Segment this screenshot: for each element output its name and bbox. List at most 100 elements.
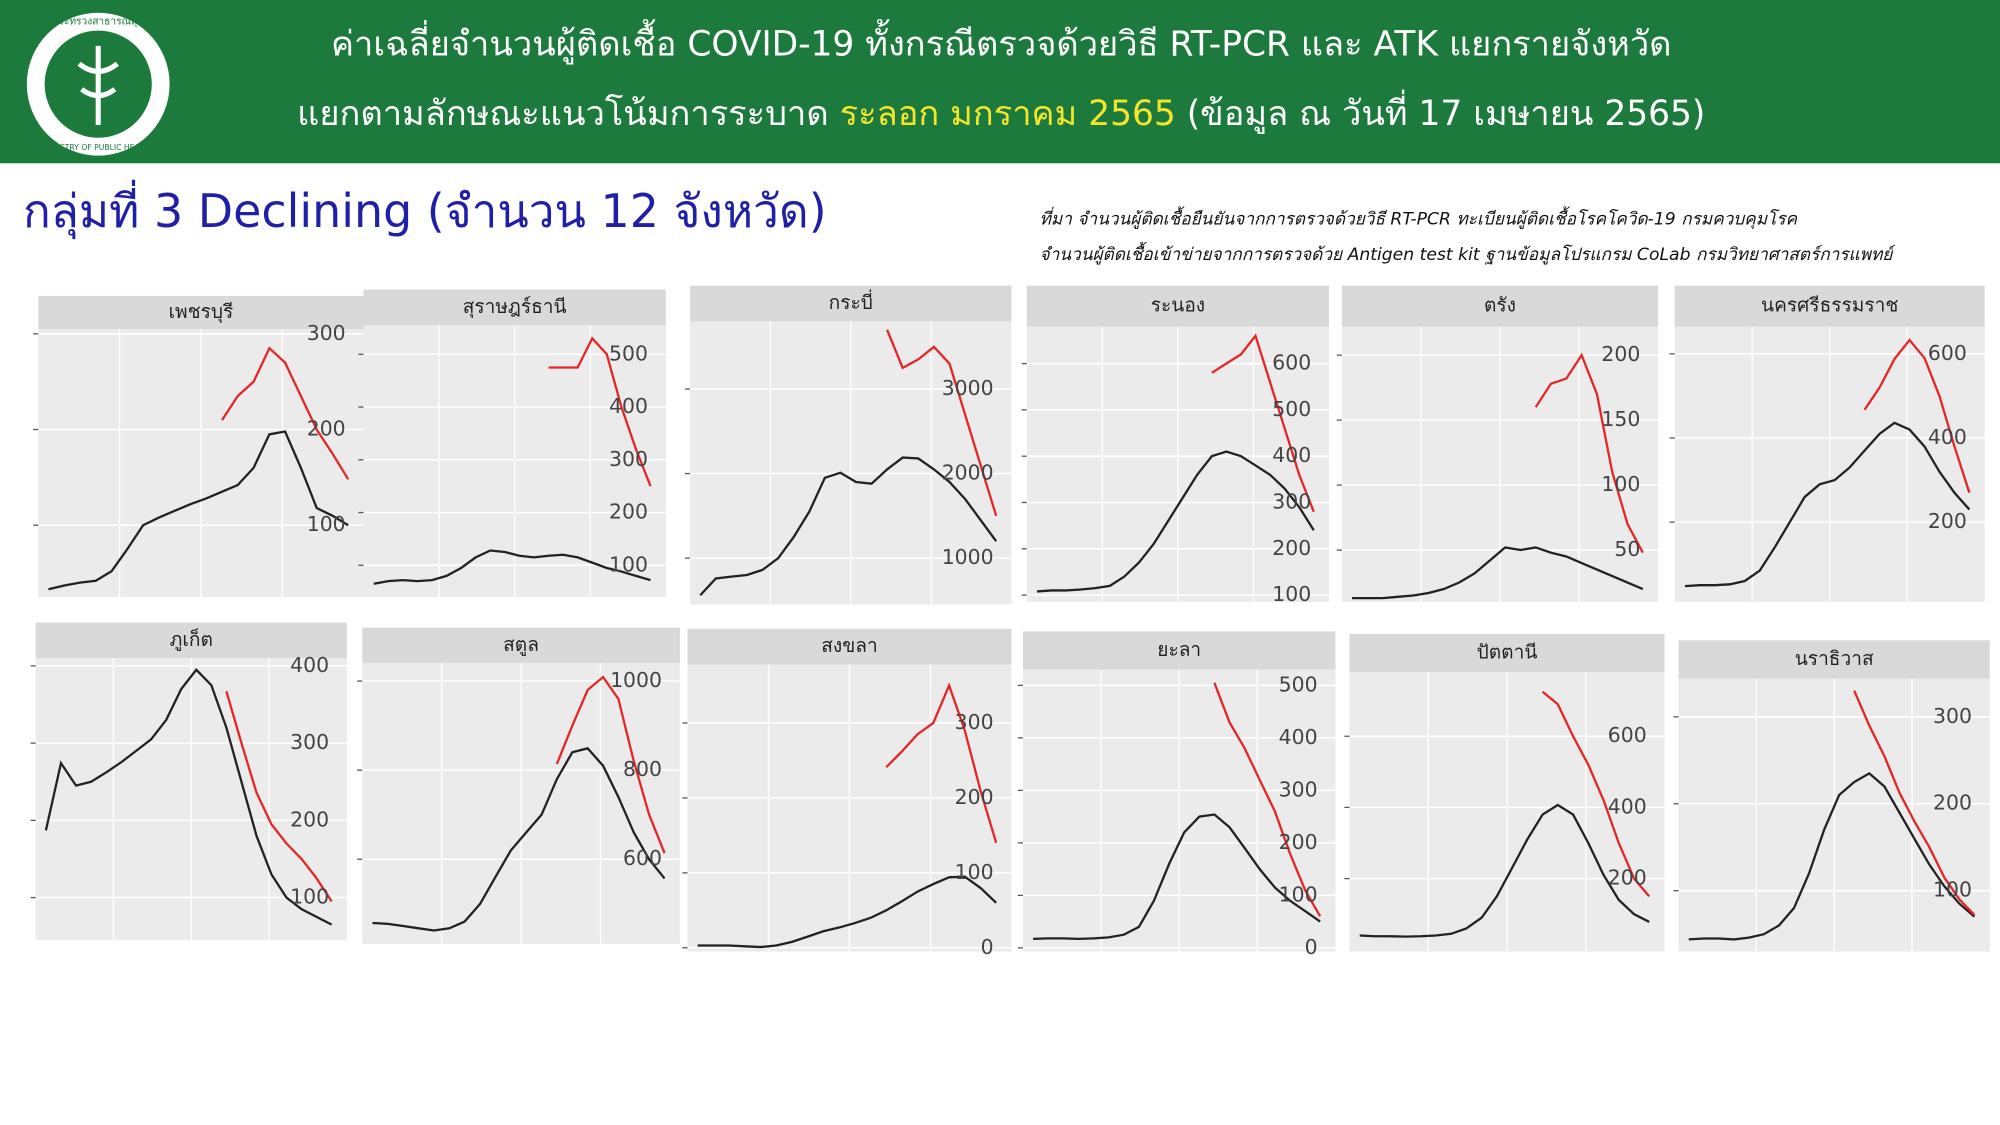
y-tick-label: 0 [1305,935,1318,959]
y-tick-label: 200 [1608,866,1647,890]
header-band [0,0,2000,164]
series-line [885,682,998,844]
strip [687,628,1012,665]
panel: กระบี่ 1000 2000 3000 [684,285,1012,605]
strip [1674,285,1985,327]
y-tick-label: 300 [290,730,329,754]
y-tick-label: 600 [1608,723,1647,747]
panel: ตรัง 50 100 150 200 [1336,285,1659,603]
y-tick-label: 200 [609,500,648,524]
series-line [697,875,997,949]
panel-title: ยะลา [1157,638,1201,661]
y-tick-label: 200 [307,417,346,441]
y-tick-label: 400 [609,394,648,418]
series-line [548,336,652,487]
group-title: กลุ่มที่ 3 Declining (จำนวน 12 จังหวัด) [23,179,827,240]
y-tick-label: 2000 [942,461,994,485]
y-tick-label: 300 [1272,489,1311,513]
strip [1341,285,1659,327]
series-line [1211,333,1315,513]
y-tick-label: 200 [955,785,994,809]
logo-text: กระทรวงสาธารณสุข [52,17,144,28]
series-line [1684,421,1971,588]
y-tick-label: 100 [609,552,648,576]
y-tick-label: 300 [955,710,994,734]
strip [35,622,347,659]
y-tick-label: 3000 [942,376,994,400]
strip [1349,633,1665,673]
y-tick-label: 800 [623,757,662,781]
panel-title: ตรัง [1484,294,1516,317]
panel: สุราษฎร์ธานี 100 200 300 400 500 [358,289,666,597]
y-tick-label: 200 [1601,342,1640,366]
series-line [1033,813,1321,941]
series-line [1352,546,1644,600]
y-tick-label: 100 [1601,472,1640,496]
series-line [886,329,998,517]
y-tick-label: 150 [1601,407,1640,431]
y-tick-label: 200 [1928,509,1967,533]
series-line [1541,690,1651,898]
panel-title: เพชรบุรี [168,300,233,324]
series-line [221,346,350,480]
series-line [1688,771,1976,941]
y-tick-label: 400 [290,653,329,677]
y-tick-label: 400 [1272,443,1311,467]
strip [1022,631,1336,670]
y-tick-label: 600 [623,846,662,870]
y-tick-label: 100 [1933,878,1972,902]
series-line [373,549,651,585]
y-tick-label: 100 [290,885,329,909]
series-line [372,747,666,932]
y-tick-label: 200 [1279,830,1318,854]
series-line [699,456,998,597]
y-tick-label: 100 [1279,882,1318,906]
y-tick-label: 1000 [610,668,662,692]
y-tick-label: 600 [1272,351,1311,375]
panel: นราธิวาส 100 200 300 [1673,640,1990,952]
y-tick-label: 300 [609,447,648,471]
panel-title: นครศรีธรรมราช [1761,294,1898,317]
source-note: จำนวนผู้ติดเชื้อเข้าข่ายจากการตรวจด้วย A… [1040,241,1897,265]
y-tick-label: 300 [1279,777,1318,801]
panel: เพชรบุรี 100 200 300 [33,295,364,597]
logo: กระทรวงสาธารณสุข MINISTRY OF PUBLIC HEAL… [26,12,170,156]
series-line [48,430,349,591]
subtitle-highlight: ระลอก มกราคม 2565 [840,93,1176,133]
panel: ปัตตานี 200 400 600 [1344,633,1665,952]
subtitle-part: แยกตามลักษณะแนวโน้มการระบาด [297,93,829,133]
y-tick-label: 400 [1608,794,1647,818]
panel: สตูล 600 800 1000 [357,627,680,944]
y-tick-label: 100 [955,860,994,884]
y-tick-label: 100 [1272,582,1311,606]
y-tick-label: 400 [1928,425,1967,449]
panel: ภูเก็ต 100 200 300 400 [30,622,347,941]
y-tick-label: 300 [307,321,346,345]
panel-title: สุราษฎร์ธานี [463,295,567,319]
panel-title: นราธิวาส [1795,647,1874,670]
panel-title: สตูล [503,633,539,656]
series-line [1534,352,1644,554]
series-line [1853,690,1976,916]
y-tick-label: 1000 [942,545,994,569]
series-line [1036,450,1315,593]
y-tick-label: 500 [1279,672,1318,696]
y-tick-label: 200 [290,807,329,831]
panel-title: ภูเก็ต [170,627,213,651]
y-tick-label: 300 [1933,704,1972,728]
y-tick-label: 200 [1272,536,1311,560]
series-line [44,668,333,926]
panel-title: สงขลา [821,634,878,657]
logo-emblem [77,45,119,125]
series-line [1213,682,1322,917]
series-line [1863,338,1971,494]
series-line [225,691,333,903]
strip [38,295,364,330]
y-tick-label: 600 [1928,341,1967,365]
panel-title: ปัตตานี [1477,641,1538,664]
y-tick-label: 100 [307,512,346,536]
source-note: ที่มา จำนวนผู้ติดเชื้อยืนยันจากการตรวจด้… [1040,205,1799,229]
y-tick-label: 0 [981,935,994,959]
series-line [555,675,666,854]
